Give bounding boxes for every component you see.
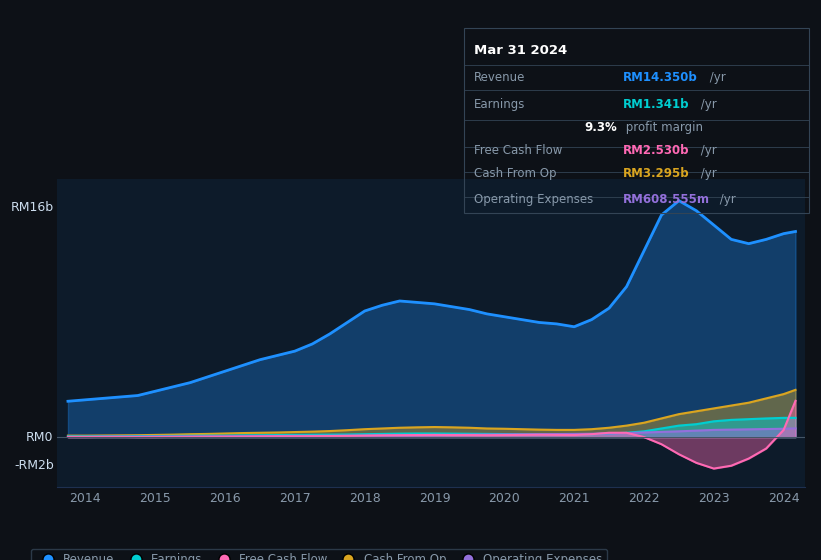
Text: /yr: /yr	[697, 167, 717, 180]
Text: profit margin: profit margin	[622, 122, 704, 134]
Text: Mar 31 2024: Mar 31 2024	[475, 44, 567, 57]
Text: RM16b: RM16b	[11, 202, 53, 214]
Text: Free Cash Flow: Free Cash Flow	[475, 144, 562, 157]
Text: RM1.341b: RM1.341b	[622, 98, 689, 111]
Text: Cash From Op: Cash From Op	[475, 167, 557, 180]
Text: RM3.295b: RM3.295b	[622, 167, 689, 180]
Text: RM2.530b: RM2.530b	[622, 144, 689, 157]
Text: RM608.555m: RM608.555m	[622, 193, 709, 207]
Text: /yr: /yr	[706, 71, 726, 85]
Text: Operating Expenses: Operating Expenses	[475, 193, 594, 207]
Text: /yr: /yr	[697, 98, 717, 111]
Text: /yr: /yr	[716, 193, 736, 207]
Text: /yr: /yr	[697, 144, 717, 157]
Legend: Revenue, Earnings, Free Cash Flow, Cash From Op, Operating Expenses: Revenue, Earnings, Free Cash Flow, Cash …	[31, 549, 607, 560]
Text: 9.3%: 9.3%	[585, 122, 617, 134]
Text: Revenue: Revenue	[475, 71, 525, 85]
Text: Earnings: Earnings	[475, 98, 525, 111]
Text: RM0: RM0	[26, 431, 53, 444]
Text: RM14.350b: RM14.350b	[622, 71, 697, 85]
Text: -RM2b: -RM2b	[14, 459, 53, 472]
